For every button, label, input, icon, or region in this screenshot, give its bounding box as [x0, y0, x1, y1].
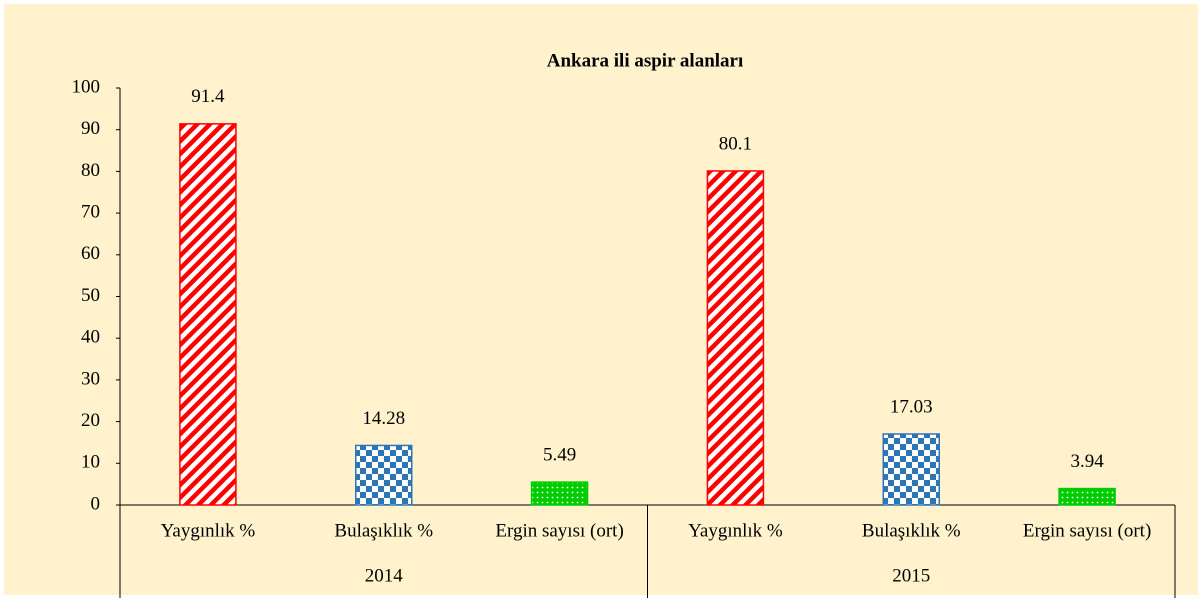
y-tick-label: 60	[81, 243, 100, 264]
data-label: 91.4	[191, 86, 225, 107]
x-tick-label: Ergin sayısı (ort)	[495, 520, 623, 541]
data-label: 17.03	[890, 396, 933, 417]
y-tick-label: 40	[81, 327, 100, 348]
bar	[1058, 487, 1116, 506]
y-tick-label: 80	[81, 160, 100, 181]
group-label: 2015	[892, 565, 930, 586]
x-tick-label: Yaygınlık %	[688, 520, 783, 541]
y-tick-label: 0	[91, 493, 101, 514]
data-label: 80.1	[719, 133, 752, 154]
y-tick-label: 10	[81, 452, 100, 473]
group-label: 2014	[365, 565, 404, 586]
y-tick-label: 50	[81, 285, 100, 306]
x-tick-label: Bulaşıklık %	[862, 520, 961, 541]
bar	[355, 444, 413, 506]
data-label: 5.49	[543, 444, 576, 465]
data-label: 3.94	[1070, 451, 1104, 472]
x-tick-label: Bulaşıklık %	[334, 520, 433, 541]
y-tick-label: 30	[81, 368, 100, 389]
y-tick-label: 20	[81, 410, 100, 431]
chart-title: Ankara ili aspir alanları	[547, 50, 744, 71]
y-tick-label: 90	[81, 118, 100, 139]
y-tick-label: 100	[72, 76, 101, 97]
bar	[530, 481, 589, 506]
bar	[882, 433, 940, 506]
x-tick-label: Yaygınlık %	[161, 520, 256, 541]
bar	[706, 170, 765, 506]
bar	[179, 123, 237, 506]
y-tick-label: 70	[81, 201, 100, 222]
data-label: 14.28	[362, 408, 405, 429]
x-tick-label: Ergin sayısı (ort)	[1023, 520, 1151, 541]
